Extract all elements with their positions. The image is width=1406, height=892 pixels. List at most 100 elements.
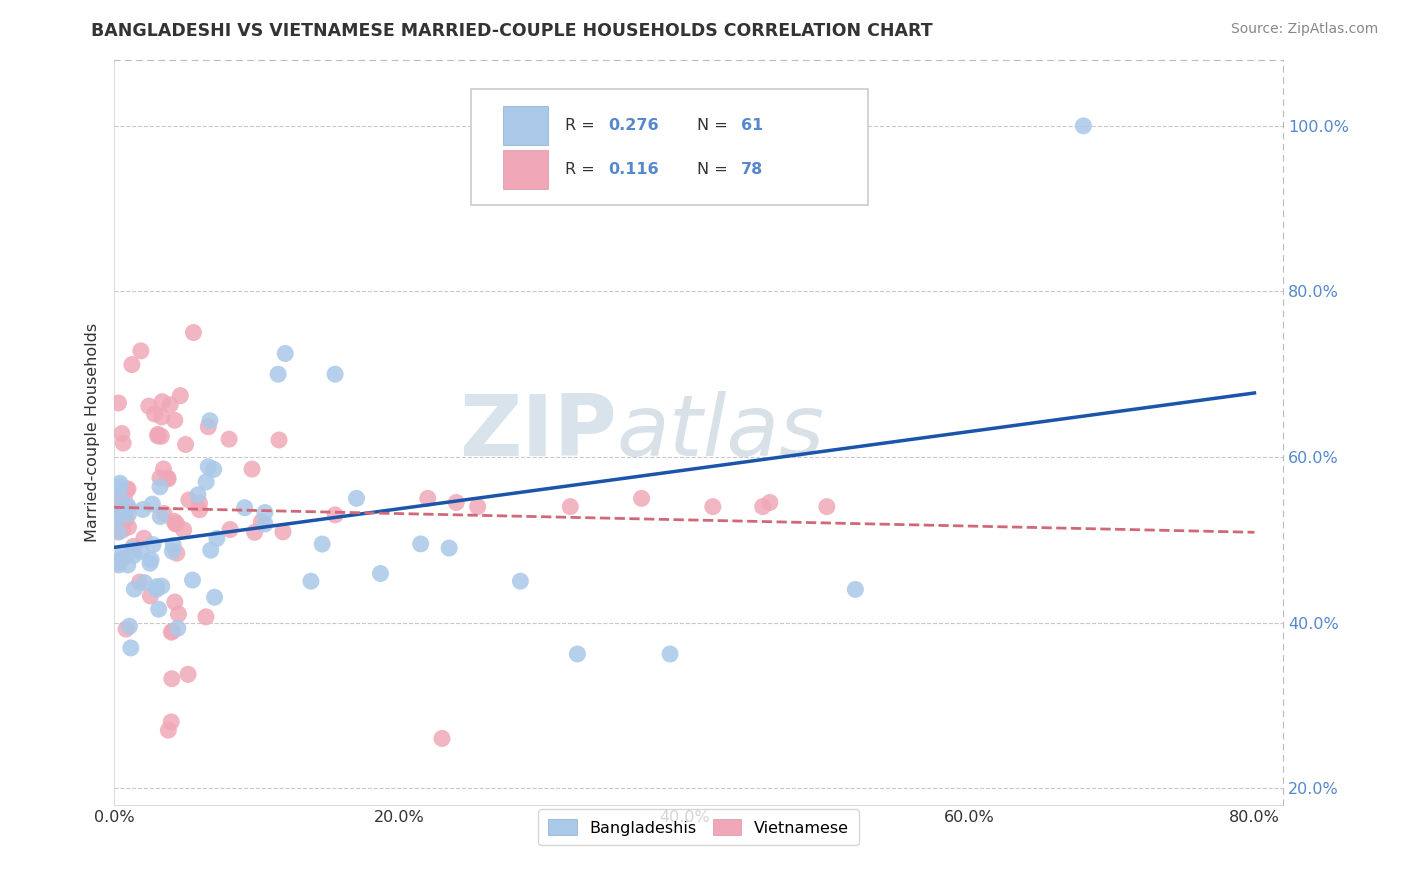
- FancyBboxPatch shape: [503, 151, 548, 189]
- Text: N =: N =: [697, 118, 734, 133]
- Point: [177, 492, 200, 507]
- Point: [218, 432, 240, 446]
- Point: [177, 667, 200, 681]
- Point: [107, 396, 129, 410]
- Point: [169, 389, 191, 403]
- Point: [202, 462, 225, 476]
- Text: 0.276: 0.276: [609, 118, 659, 133]
- Point: [150, 394, 173, 409]
- Point: [240, 462, 263, 476]
- Point: [142, 538, 165, 552]
- Text: 61: 61: [741, 118, 763, 133]
- Y-axis label: Married-couple Households: Married-couple Households: [86, 323, 100, 541]
- Point: [114, 503, 136, 517]
- Point: [117, 482, 139, 496]
- Point: [114, 511, 136, 525]
- Point: [204, 591, 226, 605]
- Point: [117, 520, 139, 534]
- Point: [117, 499, 139, 513]
- Text: N =: N =: [697, 162, 734, 178]
- Point: [112, 436, 135, 450]
- Point: [115, 483, 138, 497]
- Point: [267, 433, 290, 447]
- Point: [139, 556, 162, 570]
- Text: ZIP: ZIP: [458, 391, 617, 474]
- Text: 78: 78: [741, 162, 763, 178]
- Point: [162, 538, 184, 552]
- Point: [165, 516, 187, 531]
- Point: [174, 437, 197, 451]
- Point: [128, 575, 150, 590]
- Point: [630, 491, 652, 506]
- Point: [166, 621, 188, 635]
- Point: [118, 619, 141, 633]
- Point: [162, 624, 184, 639]
- Point: [146, 427, 169, 442]
- Point: [759, 495, 782, 509]
- Point: [139, 589, 162, 603]
- Point: [145, 582, 167, 597]
- Text: R =: R =: [565, 118, 600, 133]
- Point: [253, 517, 276, 532]
- Point: [323, 508, 346, 522]
- Point: [409, 537, 432, 551]
- Point: [166, 546, 188, 560]
- Point: [198, 414, 221, 428]
- Point: [253, 506, 276, 520]
- Point: [200, 543, 222, 558]
- Point: [112, 545, 135, 559]
- Point: [120, 640, 142, 655]
- Point: [143, 407, 166, 421]
- Point: [163, 413, 186, 427]
- Point: [815, 500, 838, 514]
- Point: [163, 595, 186, 609]
- Point: [107, 509, 129, 524]
- Point: [108, 491, 131, 505]
- Point: [146, 429, 169, 443]
- Point: [150, 429, 173, 443]
- Point: [148, 602, 170, 616]
- Text: BANGLADESHI VS VIETNAMESE MARRIED-COUPLE HOUSEHOLDS CORRELATION CHART: BANGLADESHI VS VIETNAMESE MARRIED-COUPLE…: [91, 22, 934, 40]
- Point: [107, 506, 129, 520]
- Point: [183, 326, 205, 340]
- Text: Source: ZipAtlas.com: Source: ZipAtlas.com: [1230, 22, 1378, 37]
- Point: [370, 566, 392, 581]
- Point: [138, 399, 160, 413]
- Point: [107, 553, 129, 567]
- Point: [134, 575, 156, 590]
- Point: [160, 672, 183, 686]
- Point: [467, 500, 489, 514]
- Point: [163, 514, 186, 528]
- Point: [111, 523, 134, 537]
- Point: [416, 491, 439, 506]
- Point: [702, 500, 724, 514]
- Point: [132, 502, 155, 516]
- Point: [509, 574, 531, 589]
- Point: [243, 525, 266, 540]
- Point: [107, 498, 129, 512]
- Point: [271, 524, 294, 539]
- Point: [111, 426, 134, 441]
- Point: [132, 531, 155, 545]
- Point: [219, 523, 242, 537]
- Point: [107, 555, 129, 569]
- Point: [195, 475, 218, 489]
- Point: [346, 491, 368, 506]
- Point: [117, 500, 139, 515]
- Text: R =: R =: [565, 162, 600, 178]
- Point: [430, 731, 453, 746]
- Point: [108, 479, 131, 493]
- Point: [437, 541, 460, 555]
- FancyBboxPatch shape: [471, 89, 868, 205]
- Point: [149, 480, 172, 494]
- Point: [107, 524, 129, 538]
- Point: [112, 505, 135, 519]
- Point: [323, 367, 346, 381]
- Point: [150, 579, 173, 593]
- Point: [205, 532, 228, 546]
- Point: [659, 647, 682, 661]
- Point: [156, 471, 179, 485]
- Point: [114, 489, 136, 503]
- Point: [167, 607, 190, 621]
- Legend: Bangladeshis, Vietnamese: Bangladeshis, Vietnamese: [538, 809, 859, 845]
